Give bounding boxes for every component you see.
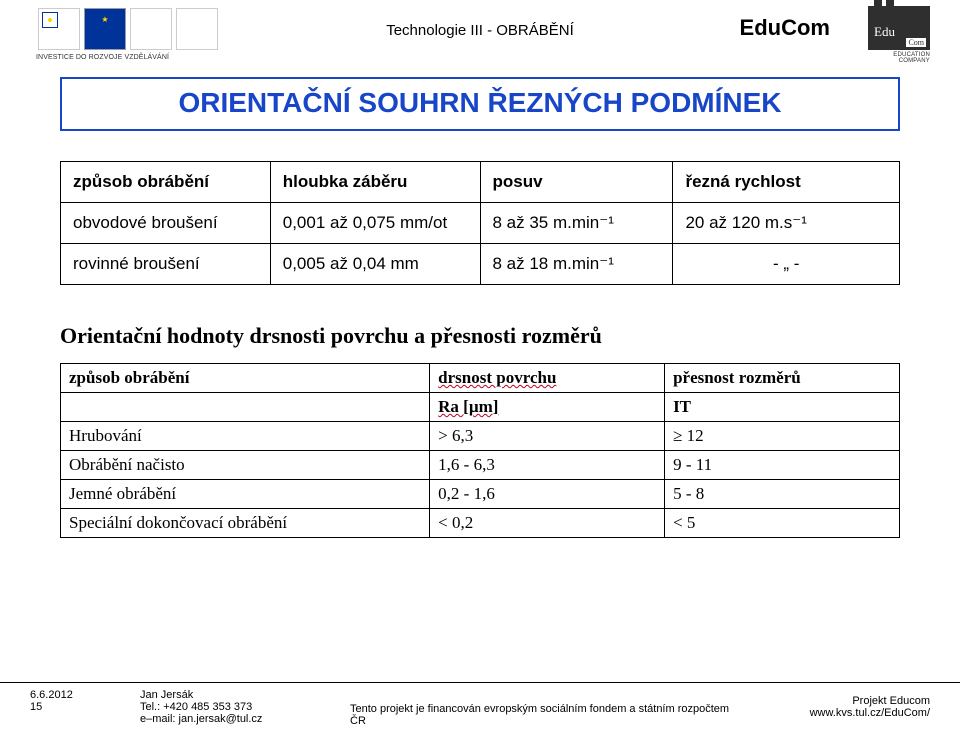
table-row: Jemné obrábění 0,2 - 1,6 5 - 8 <box>61 480 900 509</box>
footer-author-mail: e–mail: jan.jersak@tul.cz <box>140 713 310 725</box>
t1-cell: rovinné broušení <box>61 244 271 285</box>
t2-header-method: způsob obrábění <box>61 364 430 393</box>
t2-cell: < 5 <box>665 509 900 538</box>
footer-project-name: Projekt Educom <box>780 695 930 707</box>
slide-title-box: ORIENTAČNÍ SOUHRN ŘEZNÝCH PODMÍNEK <box>60 77 900 131</box>
footer-funding-note: Tento projekt je financován evropským so… <box>350 689 740 727</box>
t2-cell: ≥ 12 <box>665 422 900 451</box>
t1-cell: 0,001 až 0,075 mm/ot <box>270 203 480 244</box>
header-brand-text: EduCom <box>740 15 830 41</box>
cutting-conditions-table: způsob obrábění hloubka záběru posuv řez… <box>60 161 900 285</box>
logo-strip-caption: INVESTICE DO ROZVOJE VZDĚLÁVÁNÍ <box>36 54 169 61</box>
logo-educom-edu: Edu <box>874 24 895 40</box>
t2-subheader-empty <box>61 393 430 422</box>
t1-cell: 0,005 až 0,04 mm <box>270 244 480 285</box>
footer-project-block: Projekt Educom www.kvs.tul.cz/EduCom/ <box>780 689 930 719</box>
table-row: Hrubování > 6,3 ≥ 12 <box>61 422 900 451</box>
slide-title: ORIENTAČNÍ SOUHRN ŘEZNÝCH PODMÍNEK <box>62 87 898 119</box>
table-row: způsob obrábění hloubka záběru posuv řez… <box>61 162 900 203</box>
table-row: Speciální dokončovací obrábění < 0,2 < 5 <box>61 509 900 538</box>
footer-project-url: www.kvs.tul.cz/EduCom/ <box>780 707 930 719</box>
t1-header-speed: řezná rychlost <box>673 162 900 203</box>
t2-cell: < 0,2 <box>430 509 665 538</box>
t1-cell: 8 až 35 m.min⁻¹ <box>480 203 673 244</box>
t1-cell: obvodové broušení <box>61 203 271 244</box>
t2-cell: 9 - 11 <box>665 451 900 480</box>
footer-date-page: 6.6.2012 15 <box>30 689 100 713</box>
logo-educom-com: Com <box>906 38 926 47</box>
table-row: Ra [µm] IT <box>61 393 900 422</box>
logo-opvk <box>176 8 218 50</box>
t2-cell: 1,6 - 6,3 <box>430 451 665 480</box>
t1-header-method: způsob obrábění <box>61 162 271 203</box>
footer-author-tel: Tel.: +420 485 353 373 <box>140 701 310 713</box>
wavy-underline: Ra [µm] <box>438 397 498 416</box>
roughness-accuracy-table: způsob obrábění drsnost povrchu přesnost… <box>60 363 900 538</box>
wavy-underline: drsnost povrchu <box>438 368 556 387</box>
t1-header-depth: hloubka záběru <box>270 162 480 203</box>
table-row: Obrábění načisto 1,6 - 6,3 9 - 11 <box>61 451 900 480</box>
t1-cell: 20 až 120 m.s⁻¹ <box>673 203 900 244</box>
t2-cell: Speciální dokončovací obrábění <box>61 509 430 538</box>
t2-cell: Obrábění načisto <box>61 451 430 480</box>
logo-eu-flag <box>84 8 126 50</box>
slide-footer: 6.6.2012 15 Jan Jersák Tel.: +420 485 35… <box>0 682 960 737</box>
header-course-title: Technologie III - OBRÁBĚNÍ <box>386 22 574 39</box>
t2-subheader-ra: Ra [µm] <box>430 393 665 422</box>
logo-educom-subtitle: EDUCATION COMPANY <box>868 52 930 64</box>
t2-cell: Hrubování <box>61 422 430 451</box>
t1-cell: - „ - <box>673 244 900 285</box>
t1-header-feed: posuv <box>480 162 673 203</box>
t2-cell: > 6,3 <box>430 422 665 451</box>
header-logo-strip <box>38 8 218 50</box>
t2-cell: 5 - 8 <box>665 480 900 509</box>
t1-cell: 8 až 18 m.min⁻¹ <box>480 244 673 285</box>
slide-header: INVESTICE DO ROZVOJE VZDĚLÁVÁNÍ Technolo… <box>0 0 960 75</box>
table-row: rovinné broušení 0,005 až 0,04 mm 8 až 1… <box>61 244 900 285</box>
footer-author-block: Jan Jersák Tel.: +420 485 353 373 e–mail… <box>140 689 310 725</box>
t2-header-roughness: drsnost povrchu <box>430 364 665 393</box>
footer-page-number: 15 <box>30 701 100 713</box>
footer-author-name: Jan Jersák <box>140 689 310 701</box>
t2-subheader-it: IT <box>665 393 900 422</box>
logo-msmt <box>130 8 172 50</box>
table-row: obvodové broušení 0,001 až 0,075 mm/ot 8… <box>61 203 900 244</box>
logo-esf <box>38 8 80 50</box>
table-row: způsob obrábění drsnost povrchu přesnost… <box>61 364 900 393</box>
logo-educom: Edu Com EDUCATION COMPANY <box>868 6 930 64</box>
t2-cell: Jemné obrábění <box>61 480 430 509</box>
footer-date: 6.6.2012 <box>30 689 100 701</box>
t2-header-accuracy: přesnost rozměrů <box>665 364 900 393</box>
logo-educom-shape: Edu Com <box>868 6 930 50</box>
subsection-heading: Orientační hodnoty drsnosti povrchu a př… <box>60 323 960 349</box>
t2-cell: 0,2 - 1,6 <box>430 480 665 509</box>
